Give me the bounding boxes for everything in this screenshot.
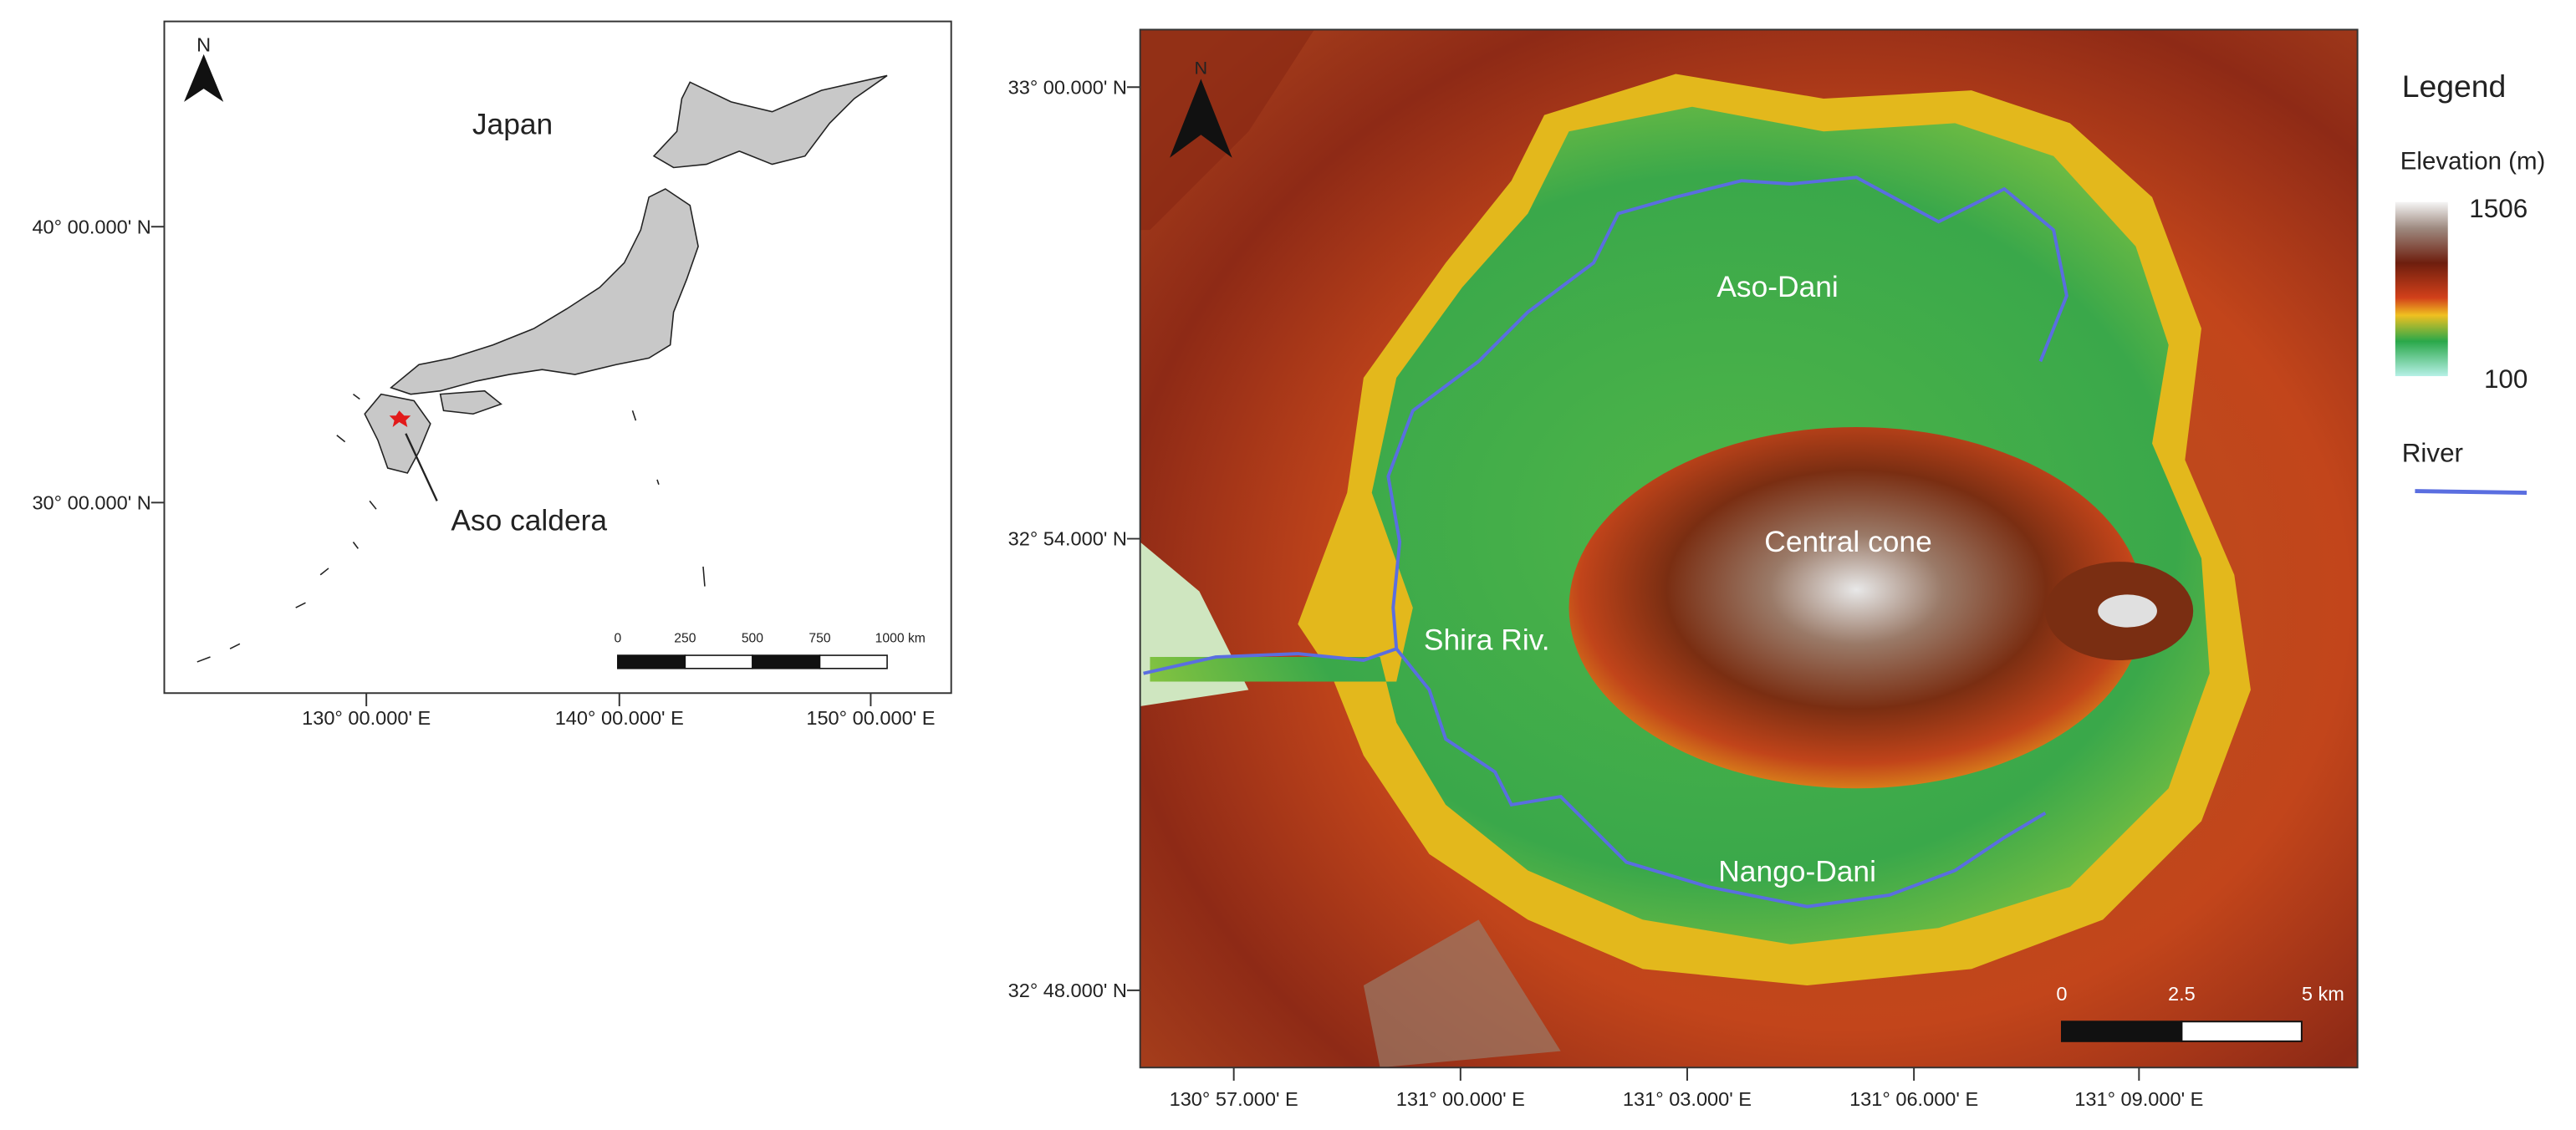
- place-label: Shira Riv.: [1424, 624, 1550, 657]
- legend-max: 1506: [2469, 194, 2528, 223]
- islands: [196, 394, 706, 663]
- scale-label: 500: [742, 632, 763, 646]
- lon-label: 140° 00.000' E: [555, 707, 684, 729]
- scale-label: 1000 km: [875, 632, 926, 646]
- lat-label: 32° 54.000' N: [1008, 528, 1127, 550]
- legend-title: Legend: [2402, 69, 2507, 104]
- lon-label: 130° 57.000' E: [1170, 1088, 1298, 1110]
- river-swatch: [2415, 489, 2528, 495]
- scale-bar: [2060, 1021, 2303, 1042]
- place-label: Central cone: [1764, 526, 1931, 558]
- lat-label: 30° 00.000' N: [32, 492, 150, 514]
- scale-label: 0: [614, 632, 621, 646]
- place-label: Aso-Dani: [1716, 271, 1838, 303]
- elevation-ramp: [2395, 201, 2448, 377]
- scale-label: 750: [809, 632, 830, 646]
- scale-label: 250: [674, 632, 696, 646]
- annotation: Aso caldera: [451, 504, 607, 537]
- north-label: N: [196, 33, 211, 55]
- scale-label: 5 km: [2302, 983, 2344, 1005]
- lon-label: 150° 00.000' E: [806, 707, 935, 729]
- scale-labels: 0 250 500 750 1000 km: [614, 632, 925, 646]
- north-arrow: [184, 53, 224, 102]
- scale-label: 2.5: [2168, 983, 2196, 1005]
- lon-label: 131° 06.000' E: [1849, 1088, 1978, 1110]
- lat-label: 40° 00.000' N: [32, 216, 150, 237]
- legend-min: 100: [2484, 364, 2528, 394]
- north-arrow: [1170, 79, 1232, 158]
- lat-label: 33° 00.000' N: [1008, 76, 1127, 98]
- map-title: Japan: [472, 109, 553, 141]
- aso-frame: [1139, 28, 2359, 1069]
- north-label: N: [1195, 57, 1208, 78]
- annotation-leader: [405, 433, 438, 501]
- lon-label: 131° 09.000' E: [2074, 1088, 2203, 1110]
- dem: [1140, 29, 2358, 1068]
- place-label: Nango-Dani: [1718, 856, 1876, 888]
- lon-label: 130° 00.000' E: [302, 707, 431, 729]
- ticks: [150, 226, 872, 706]
- ticks: [1126, 86, 2140, 1081]
- lat-label: 32° 48.000' N: [1008, 980, 1127, 1001]
- lon-label: 131° 00.000' E: [1396, 1088, 1525, 1110]
- aso-star: [389, 410, 411, 427]
- scale-label: 0: [2056, 983, 2067, 1005]
- legend-river: River: [2402, 439, 2463, 468]
- lon-label: 131° 03.000' E: [1623, 1088, 1752, 1110]
- river: [1143, 176, 2068, 909]
- scale-bar: [617, 654, 888, 669]
- legend-subtitle: Elevation (m): [2400, 147, 2546, 175]
